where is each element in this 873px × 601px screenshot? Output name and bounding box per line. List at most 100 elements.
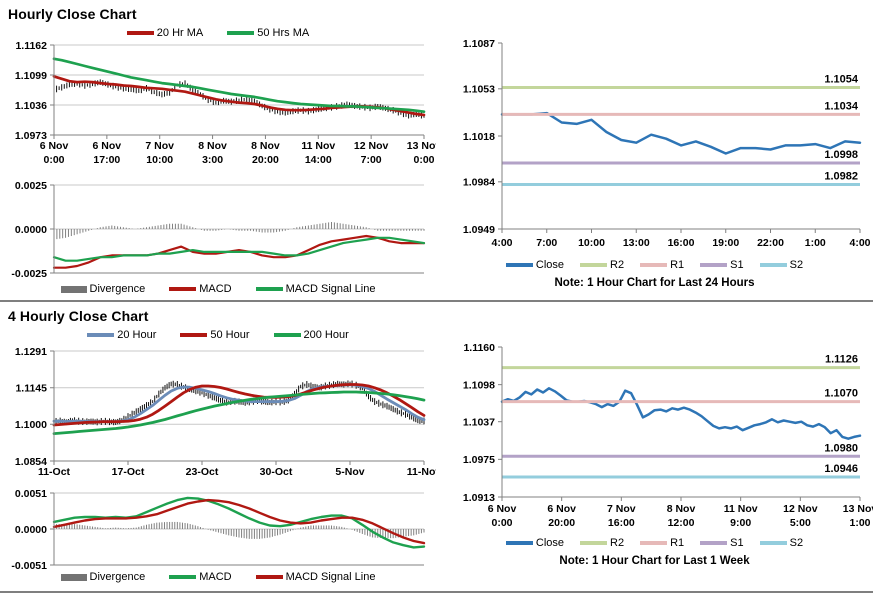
svg-text:8 Nov: 8 Nov <box>198 140 227 152</box>
svg-text:1.1034: 1.1034 <box>824 100 859 112</box>
legend-label: R1 <box>670 537 685 549</box>
hourly-section-title: Hourly Close Chart <box>8 6 137 22</box>
legend-label: 50 Hrs MA <box>257 27 310 39</box>
svg-text:8 Nov: 8 Nov <box>667 503 696 515</box>
svg-text:1.0973: 1.0973 <box>15 130 47 142</box>
svg-text:1.1037: 1.1037 <box>463 416 495 428</box>
svg-text:6 Nov: 6 Nov <box>40 140 69 152</box>
svg-text:1.1145: 1.1145 <box>15 383 47 395</box>
four-hourly-right-column: 1.1160 1.1098 1.1037 1.0975 1.0913 6 Nov 0:00 6… <box>436 325 873 567</box>
svg-text:11-Nov: 11-Nov <box>407 466 436 478</box>
svg-text:3:00: 3:00 <box>202 154 223 166</box>
four-hourly-macd-plot: 0.0051 0.0000 -0.0051 <box>0 488 436 572</box>
svg-text:1.1160: 1.1160 <box>463 342 495 354</box>
legend-item: MACD <box>169 283 232 295</box>
legend-item: 50 Hrs MA <box>227 27 309 39</box>
svg-text:12 Nov: 12 Nov <box>354 140 389 152</box>
four-hourly-pivot-plot: 1.1160 1.1098 1.1037 1.0975 1.0913 6 Nov 0:00 6… <box>436 339 873 535</box>
legend-line-swatch-icon <box>255 575 283 579</box>
legend-bar-swatch-icon <box>60 285 87 293</box>
svg-text:1.0980: 1.0980 <box>824 442 858 454</box>
svg-text:16:00: 16:00 <box>608 517 635 529</box>
svg-text:7 Nov: 7 Nov <box>145 140 174 152</box>
legend-label: S1 <box>730 259 744 271</box>
legend-item: 50 Hour <box>180 329 250 341</box>
legend-line-swatch-icon <box>169 287 197 291</box>
svg-text:0.0025: 0.0025 <box>15 181 47 192</box>
svg-text:12:00: 12:00 <box>668 517 695 529</box>
legend-line-swatch-icon <box>126 31 154 35</box>
svg-text:0.0000: 0.0000 <box>15 524 47 536</box>
legend-item: 20 Hr MA <box>126 27 203 39</box>
legend-line-swatch-icon <box>580 263 608 267</box>
svg-text:1.1053: 1.1053 <box>463 84 495 96</box>
svg-text:1.0984: 1.0984 <box>463 177 495 189</box>
legend-label: S2 <box>789 259 804 271</box>
svg-text:-0.0025: -0.0025 <box>11 268 47 280</box>
legend-label: Divergence <box>89 571 146 583</box>
svg-text:13:00: 13:00 <box>623 237 650 249</box>
svg-text:7 Nov: 7 Nov <box>607 503 636 515</box>
svg-text:10:00: 10:00 <box>146 154 173 166</box>
four-hourly-close-plot: 1.1291 1.1145 1.1000 1.0854 11-Oct 17-Oct 23-O… <box>0 343 441 489</box>
legend-label: 20 Hour <box>117 329 157 341</box>
legend-label: R1 <box>670 259 685 271</box>
hourly-section: Hourly Close Chart 20 Hr MA 50 Hrs MA 1.1… <box>0 6 873 302</box>
hourly-pivot-plot: 1.1087 1.1053 1.1018 1.0984 1.0949 4:00 7:00 10… <box>436 33 873 257</box>
svg-text:7:00: 7:00 <box>536 237 557 249</box>
svg-text:1:00: 1:00 <box>805 237 826 249</box>
legend-line-swatch-icon <box>505 541 533 545</box>
four-hourly-pivot-legend: Close R2 R1 S1 S2 <box>436 535 873 551</box>
svg-text:4:00: 4:00 <box>491 237 512 249</box>
svg-text:17:00: 17:00 <box>93 154 120 166</box>
legend-line-swatch-icon <box>87 333 115 337</box>
legend-label: Close <box>535 259 565 271</box>
svg-text:7:00: 7:00 <box>361 154 382 166</box>
svg-text:12 Nov: 12 Nov <box>783 503 818 515</box>
svg-text:11-Oct: 11-Oct <box>38 466 71 478</box>
four-hourly-left-column: 20 Hour 50 Hour 200 Hour 1.1291 1.1145 1.100… <box>0 325 441 585</box>
svg-text:1:00: 1:00 <box>849 517 870 529</box>
svg-text:30-Oct: 30-Oct <box>260 466 293 478</box>
legend-label: 200 Hour <box>303 329 349 341</box>
hourly-macd-chart-svg: 0.0025 0.0000 -0.0025 <box>11 180 426 280</box>
svg-text:19:00: 19:00 <box>712 237 739 249</box>
svg-text:11 Nov: 11 Nov <box>301 140 335 152</box>
hourly-close-legend: 20 Hr MA 50 Hrs MA <box>0 25 436 41</box>
legend-line-swatch-icon <box>700 541 728 545</box>
legend-label: Divergence <box>89 283 146 295</box>
legend-line-swatch-icon <box>759 541 787 545</box>
four-hourly-section-title: 4 Hourly Close Chart <box>8 308 149 324</box>
four-hourly-pivot-note: Note: 1 Hour Chart for Last 1 Week <box>559 555 750 567</box>
svg-text:1.1098: 1.1098 <box>463 379 495 391</box>
svg-text:1.1162: 1.1162 <box>15 41 47 52</box>
svg-text:1.0946: 1.0946 <box>824 463 858 475</box>
legend-item: R2 <box>580 537 624 549</box>
hourly-right-column: 1.1087 1.1053 1.1018 1.0984 1.0949 4:00 7:00 10… <box>436 23 873 289</box>
svg-text:6 Nov: 6 Nov <box>488 503 517 515</box>
legend-label: R2 <box>610 537 625 549</box>
svg-text:1.0975: 1.0975 <box>463 454 495 466</box>
legend-item: S1 <box>700 259 744 271</box>
legend-label: MACD Signal Line <box>285 283 376 295</box>
svg-text:23-Oct: 23-Oct <box>186 466 219 478</box>
legend-item: Close <box>505 259 565 271</box>
legend-line-swatch-icon <box>169 575 197 579</box>
legend-item: R2 <box>580 259 624 271</box>
legend-line-swatch-icon <box>180 333 208 337</box>
hourly-macd-plot: 0.0025 0.0000 -0.0025 <box>0 180 436 281</box>
svg-text:8 Nov: 8 Nov <box>251 140 280 152</box>
legend-line-swatch-icon <box>640 263 668 267</box>
legend-item: Close <box>505 537 564 549</box>
svg-text:14:00: 14:00 <box>305 154 332 166</box>
legend-bar-swatch-icon <box>60 573 87 581</box>
svg-text:1.1054: 1.1054 <box>824 73 859 85</box>
four-hourly-section: 4 Hourly Close Chart 20 Hour 50 Hour 200 H… <box>0 302 873 593</box>
svg-text:13 Nov: 13 Nov <box>407 140 436 152</box>
svg-text:11 Nov: 11 Nov <box>724 503 758 515</box>
svg-text:5:00: 5:00 <box>790 517 811 529</box>
legend-line-swatch-icon <box>759 263 787 267</box>
